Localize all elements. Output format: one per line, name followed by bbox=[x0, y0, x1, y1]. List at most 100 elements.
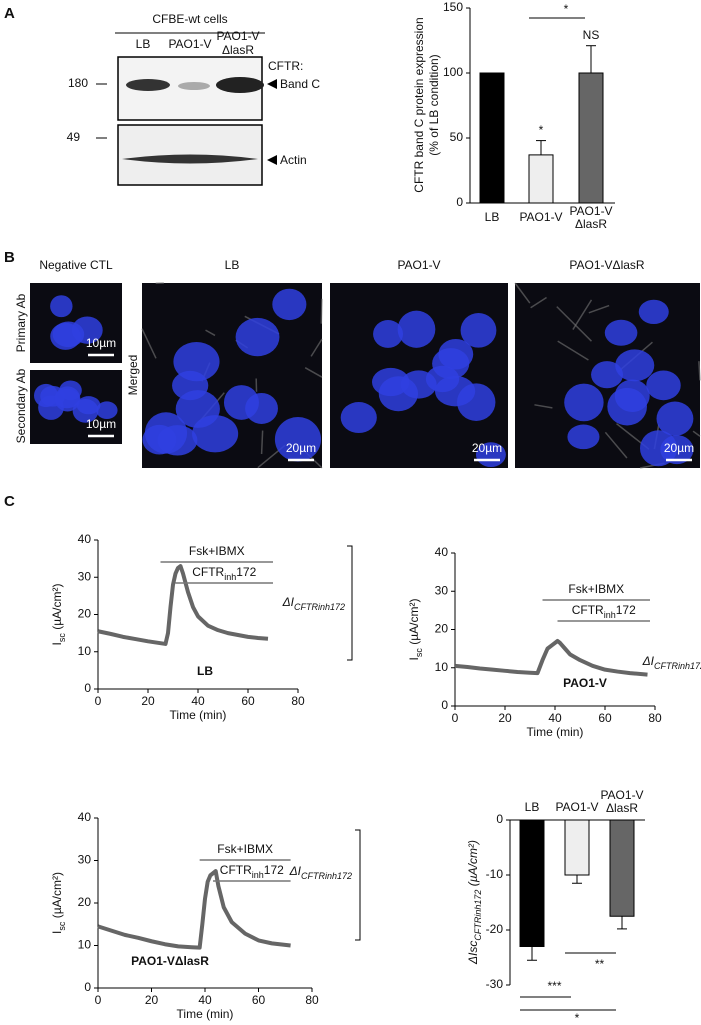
label-part: (µA/cm²) bbox=[466, 840, 480, 890]
membrane bbox=[604, 431, 628, 459]
label-part: CFTRinh172 bbox=[473, 890, 483, 941]
label-part: (µA/cm²) bbox=[407, 599, 421, 649]
nucleus bbox=[660, 435, 694, 465]
blot-header: CFBE-wt cells bbox=[152, 12, 227, 26]
x-axis-label: Time (min) bbox=[527, 725, 584, 739]
membrane bbox=[692, 430, 701, 437]
bar bbox=[479, 72, 505, 204]
x-tick-label: 20 bbox=[145, 993, 159, 1007]
label-part: CFTRinh172 bbox=[654, 661, 701, 671]
membrane bbox=[320, 298, 323, 324]
y-axis-label: ΔIscCFTRinh172 (µA/cm²) bbox=[466, 840, 483, 965]
y-axis-label: Isc (µA/cm²) bbox=[407, 599, 424, 661]
label-part: CFTR bbox=[192, 565, 224, 579]
x-axis-label: Time (min) bbox=[170, 708, 227, 722]
x-tick-label: 20 bbox=[141, 694, 155, 708]
membrane bbox=[557, 340, 589, 361]
label-part: inh bbox=[252, 870, 264, 880]
bracket bbox=[355, 829, 361, 941]
label-part: (µA/cm²) bbox=[50, 584, 64, 634]
band-label: CFTR: bbox=[268, 59, 303, 73]
y-axis-label: Isc (µA/cm²) bbox=[50, 584, 67, 646]
nucleus bbox=[33, 383, 59, 408]
nucleus bbox=[245, 393, 278, 424]
bar bbox=[519, 819, 545, 947]
nucleus bbox=[607, 387, 647, 426]
membrane bbox=[698, 361, 701, 381]
y-tick-label: 0 bbox=[496, 812, 503, 826]
nucleus bbox=[638, 299, 669, 325]
x-axis-label: Time (min) bbox=[177, 1007, 234, 1021]
image-title: PAO1-V bbox=[397, 258, 440, 272]
panel-label: C bbox=[4, 493, 15, 510]
y-tick-label: 0 bbox=[441, 698, 448, 712]
nucleus bbox=[373, 320, 404, 348]
comparison-label: * bbox=[575, 1011, 580, 1025]
marker-label: 49 bbox=[67, 130, 81, 144]
nucleus bbox=[72, 399, 99, 423]
lane-label: PAO1-V bbox=[168, 37, 211, 51]
x-tick-label: 60 bbox=[598, 711, 612, 725]
y-tick-label: 100 bbox=[443, 65, 463, 79]
lane-label: PAO1-V bbox=[216, 29, 259, 43]
x-tick-label: 0 bbox=[452, 711, 459, 725]
comparison-label: ** bbox=[595, 957, 605, 971]
membrane bbox=[205, 329, 216, 337]
membrane bbox=[310, 338, 323, 357]
y-tick-label: 20 bbox=[78, 895, 92, 909]
treatment-label: CFTRinh172 bbox=[220, 863, 284, 880]
y-axis-label: (% of LB condition) bbox=[427, 54, 441, 155]
band-label: Actin bbox=[280, 153, 307, 167]
micrographs: 10µm 10µm 20µm 20µm 20µm bbox=[30, 282, 701, 469]
x-tick-label: PAO1-V bbox=[600, 788, 643, 802]
trace bbox=[454, 638, 648, 677]
trace bbox=[97, 564, 269, 646]
band bbox=[126, 79, 170, 91]
label-part: CFTRinh172 bbox=[294, 602, 345, 612]
trace bbox=[97, 869, 291, 950]
y-tick-label: 50 bbox=[450, 130, 464, 144]
nucleus bbox=[591, 361, 624, 389]
nucleus bbox=[340, 402, 377, 434]
label-part: Fsk+IBMX bbox=[217, 842, 273, 856]
label-part: sc bbox=[414, 648, 424, 658]
bracket bbox=[347, 545, 353, 661]
nucleus bbox=[96, 401, 118, 420]
band-label: Band C bbox=[280, 77, 320, 91]
membrane bbox=[530, 296, 547, 309]
nucleus bbox=[274, 417, 322, 462]
chart-title: LB bbox=[197, 664, 213, 678]
label-part: ΔI bbox=[642, 654, 655, 668]
y-axis-label: Isc (µA/cm²) bbox=[50, 872, 67, 934]
nucleus bbox=[50, 295, 73, 318]
nucleus bbox=[235, 317, 280, 357]
y-tick-label: 150 bbox=[443, 0, 463, 14]
panel-label: B bbox=[4, 249, 15, 266]
label-part: ΔI bbox=[289, 864, 302, 878]
x-tick-label: 80 bbox=[648, 711, 662, 725]
y-tick-label: 0 bbox=[84, 681, 91, 695]
nucleus bbox=[646, 370, 681, 401]
x-tick-label: PAO1-V bbox=[555, 800, 598, 814]
y-tick-label: 40 bbox=[78, 810, 92, 824]
label-part: inh bbox=[604, 610, 616, 620]
y-tick-label: 10 bbox=[78, 938, 92, 952]
nucleus bbox=[173, 342, 220, 382]
nucleus bbox=[272, 288, 307, 321]
label-part: CFTR bbox=[572, 603, 604, 617]
chart-title: PAO1-V bbox=[563, 676, 607, 690]
scale-label: 10µm bbox=[86, 336, 116, 350]
value-annotation: NS bbox=[583, 28, 600, 42]
nucleus bbox=[54, 388, 80, 409]
nucleus bbox=[397, 310, 436, 348]
y-tick-label: 30 bbox=[78, 853, 92, 867]
marker-label: 180 bbox=[68, 76, 88, 90]
band bbox=[178, 82, 210, 90]
membrane bbox=[572, 299, 593, 330]
image-title: PAO1-VΔlasR bbox=[569, 258, 644, 272]
x-tick-label: PAO1-V bbox=[519, 210, 562, 224]
treatment-label: Fsk+IBMX bbox=[217, 842, 273, 856]
label-part: I bbox=[50, 931, 64, 934]
delta-label: ΔICFTRinh172 bbox=[282, 595, 345, 612]
